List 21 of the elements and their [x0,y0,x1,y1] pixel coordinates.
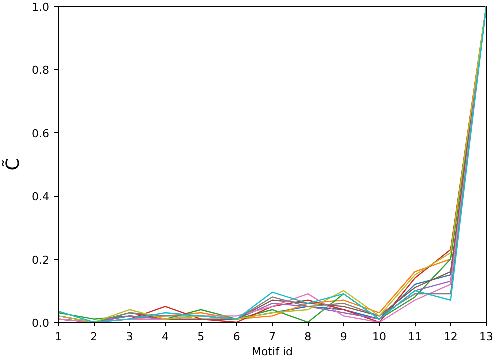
x-tick-label: 8 [304,330,312,344]
y-tick-label: 0.0 [32,317,50,330]
x-tick-label: 6 [233,330,240,344]
x-tick-label: 13 [480,330,494,344]
x-tick-label: 2 [90,330,98,344]
x-axis-title: Motif id [252,346,293,358]
y-tick-label: 0.8 [32,64,50,78]
y-tick-label: 0.4 [32,190,50,204]
x-tick-label: 3 [126,330,134,344]
x-tick-label: 7 [269,330,276,344]
x-tick-label: 12 [444,330,458,344]
x-tick-label: 4 [162,330,169,344]
y-tick-label: 0.6 [32,127,50,140]
y-tick-label: 0.2 [32,254,50,267]
x-tick-label: 9 [340,330,348,344]
y-tick-label: 1.0 [32,1,50,14]
x-tick-label: 5 [198,330,205,344]
x-tick-label: 11 [408,330,422,344]
y-axis-title: C̃ [2,158,24,171]
x-tick-label: 10 [372,330,386,344]
x-tick-label: 1 [55,330,62,344]
